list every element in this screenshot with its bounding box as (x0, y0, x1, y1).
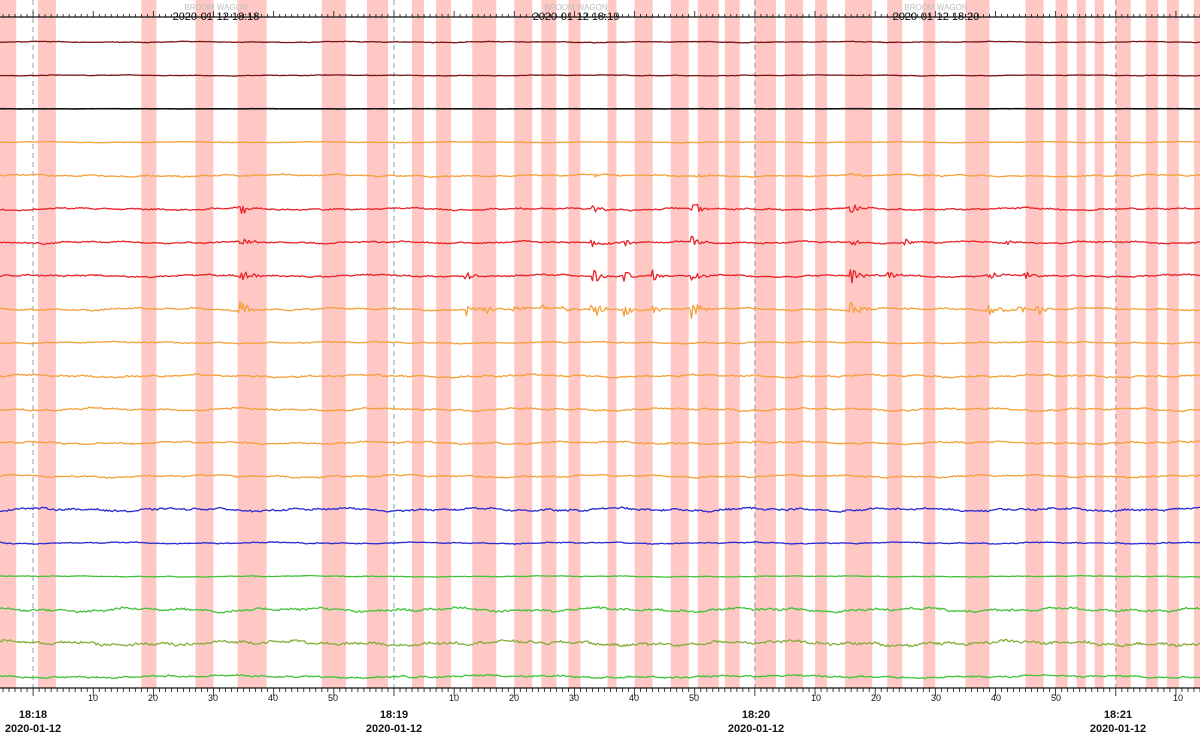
highlight-band (724, 0, 740, 688)
highlight-band (541, 0, 557, 688)
highlight-band (1025, 0, 1044, 688)
trace-08 (0, 269, 1200, 284)
plot-frame (0, 16, 1200, 689)
trace-17 (0, 574, 1200, 578)
trace-series (0, 40, 1200, 680)
highlight-band (697, 0, 719, 688)
station-name: BROOM WAGON (544, 3, 608, 12)
minute-date: 2020-01-12 (365, 723, 423, 735)
highlight-band (634, 0, 653, 688)
highlight-band (754, 0, 776, 688)
highlight-band (965, 0, 990, 688)
trace-07 (0, 235, 1200, 248)
highlight-band (1115, 0, 1131, 688)
trace-01 (0, 40, 1200, 44)
seconds-label: 20 (508, 693, 520, 703)
trace-19 (0, 638, 1200, 648)
minute-label: 18:20 (741, 709, 771, 721)
highlight-band (37, 0, 56, 688)
seconds-label: 20 (147, 693, 159, 703)
header-datetime: 2020-01-12 18:20 (892, 11, 980, 23)
trace-04 (0, 140, 1200, 144)
highlight-band (785, 0, 803, 688)
minute-label: 18:19 (379, 709, 409, 721)
seconds-label: 50 (688, 693, 700, 703)
seconds-label: 30 (930, 693, 942, 703)
minute-date: 2020-01-12 (727, 723, 785, 735)
header-datetime: 2020-01-12 18:18 (172, 11, 260, 23)
trace-06 (0, 203, 1200, 215)
seconds-label: 50 (327, 693, 339, 703)
highlight-band (1145, 0, 1158, 688)
trace-10 (0, 340, 1200, 345)
trace-05 (0, 172, 1200, 179)
trace-09 (0, 300, 1200, 320)
seconds-label: 40 (267, 693, 279, 703)
header-datetime: 2020-01-12 18:19 (532, 11, 620, 23)
highlight-band (568, 0, 581, 688)
trace-14 (0, 473, 1200, 479)
highlight-band (607, 0, 617, 688)
time-axis-ticks (2, 11, 1200, 696)
header-label: BROOM WAGON 2020-01-12 18:18 (173, 3, 260, 23)
highlight-band (670, 0, 689, 688)
highlight-band (1076, 0, 1086, 688)
seconds-label: 10 (87, 693, 99, 703)
trace-13 (0, 440, 1200, 446)
seconds-label: 10 (810, 693, 822, 703)
trace-20 (0, 673, 1200, 680)
highlight-band (1055, 0, 1068, 688)
highlight-band (815, 0, 827, 688)
trace-12 (0, 406, 1200, 413)
station-name: BROOM WAGON (904, 3, 968, 12)
minute-label: 18:18 (18, 709, 48, 721)
highlight-band (472, 0, 497, 688)
highlight-band (0, 0, 17, 688)
seconds-label: 30 (568, 693, 580, 703)
trace-15 (0, 506, 1200, 513)
highlight-band (436, 0, 452, 688)
highlight-band (1094, 0, 1104, 688)
highlight-band (321, 0, 346, 688)
seconds-label: 30 (207, 693, 219, 703)
seconds-label: 20 (870, 693, 882, 703)
highlight-band (141, 0, 157, 688)
trace-18 (0, 605, 1200, 614)
seconds-label: 10 (1172, 693, 1184, 703)
highlight-band (514, 0, 533, 688)
seconds-label: 10 (448, 693, 460, 703)
highlight-bands (0, 0, 1200, 688)
seconds-label: 40 (628, 693, 640, 703)
highlight-band (1194, 0, 1200, 688)
trace-16 (0, 541, 1200, 546)
highlight-band (845, 0, 873, 688)
highlight-band (366, 0, 388, 688)
header-label: BROOM WAGON 2020-01-12 18:20 (893, 3, 980, 23)
seconds-label: 50 (1050, 693, 1062, 703)
header-label: BROOM WAGON 2020-01-12 18:19 (533, 3, 620, 23)
highlight-band (237, 0, 267, 688)
minute-label: 18:21 (1103, 709, 1133, 721)
highlight-band (412, 0, 424, 688)
trace-11 (0, 373, 1200, 379)
minute-date: 2020-01-12 (1089, 723, 1147, 735)
highlight-band (923, 0, 936, 688)
trace-02 (0, 74, 1200, 77)
station-name: BROOM WAGON (184, 3, 248, 12)
minute-date: 2020-01-12 (4, 723, 62, 735)
highlight-band (195, 0, 214, 688)
seconds-label: 40 (990, 693, 1002, 703)
